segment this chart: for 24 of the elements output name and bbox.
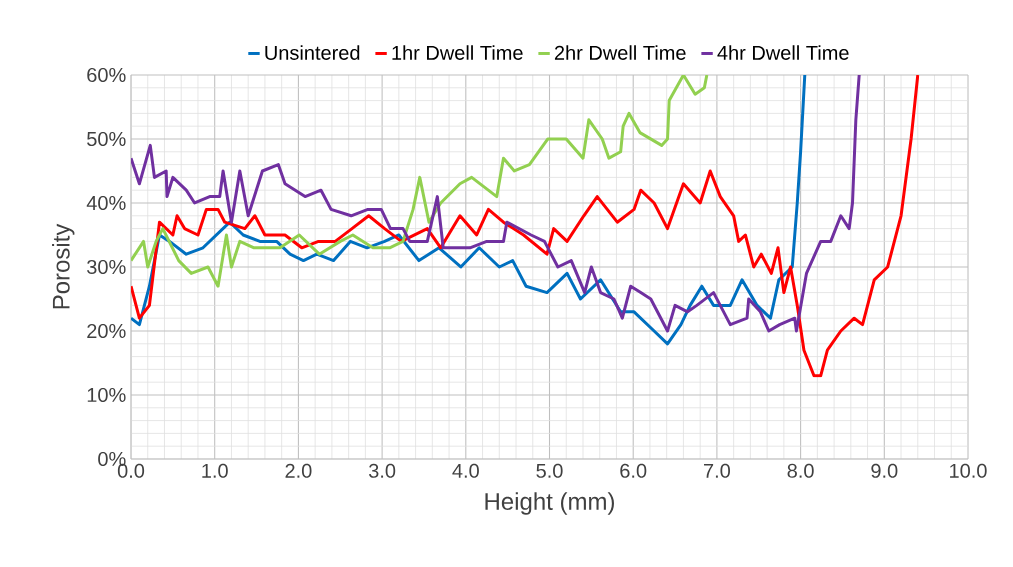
- x-tick-label: 3.0: [368, 463, 396, 478]
- x-axis-title: Height (mm): [485, 492, 614, 515]
- x-tick-label: 2.0: [285, 463, 312, 478]
- x-tick-label: 1.0: [202, 463, 228, 478]
- y-tick-label: 40%: [86, 195, 126, 211]
- line-series: [131, 75, 920, 378]
- legend-label: 1hr Dwell Time: [392, 45, 523, 60]
- x-tick-label: 10.0: [950, 463, 987, 478]
- legend-label: 4hr Dwell Time: [717, 45, 849, 60]
- y-tick-label: 20%: [87, 323, 126, 339]
- x-tick-label: 5.0: [536, 463, 563, 478]
- y-tick-label: 10%: [87, 387, 126, 403]
- line-series: [131, 75, 709, 288]
- legend-label: Unsintered: [265, 45, 360, 60]
- x-tick-label: 7.0: [704, 463, 731, 478]
- x-tick-label: 4.0: [452, 463, 479, 478]
- x-tick-label: 6.0: [620, 463, 647, 478]
- legend-label: 2hr Dwell Time: [554, 45, 686, 60]
- y-tick-label: 30%: [87, 259, 126, 275]
- y-tick-label: 50%: [87, 131, 126, 147]
- y-tick-label: 60%: [87, 67, 126, 83]
- x-tick-label: 8.0: [787, 463, 814, 478]
- y-axis-title: Porosity: [52, 223, 75, 309]
- x-tick-label: 9.0: [871, 463, 898, 478]
